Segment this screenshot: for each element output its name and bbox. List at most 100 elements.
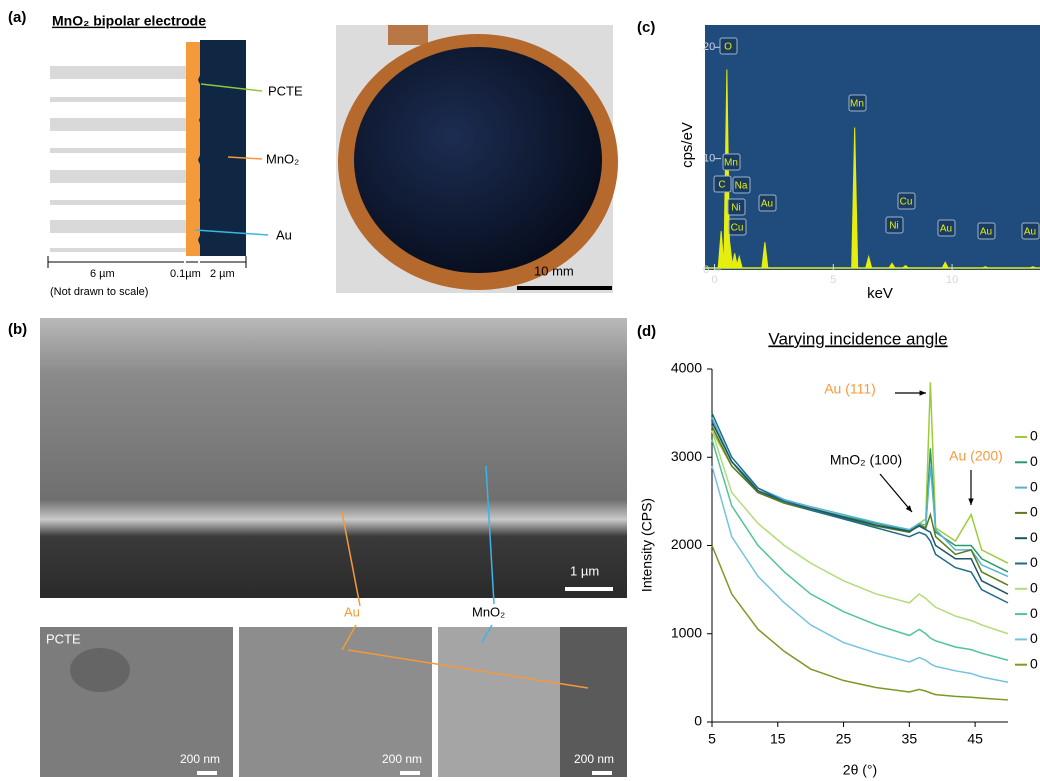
series-line [711,439,1009,661]
annotation: Au (111) [824,381,876,397]
peak-label: Cu [900,197,913,208]
series-line [711,545,1009,701]
sem-image [40,318,627,598]
panel-label: (a) [8,9,26,26]
peak-label-box [728,218,747,236]
scale-label: 200 nm [180,752,220,766]
peak [726,242,734,269]
callout: Au [276,227,292,242]
x-tick-label: 5 [708,731,716,747]
peak-label: Au [1024,227,1036,238]
series-line [711,421,1009,595]
legend-label: 0 [1030,655,1038,671]
legend-label: 0 [1030,504,1038,520]
peak [731,253,739,269]
photo [336,25,618,293]
x-tick-label: 0 [711,274,717,286]
panel-label: (b) [8,321,27,338]
legend-label: 0 [1030,428,1038,444]
peak [851,127,859,269]
peak-label-box [1021,222,1040,240]
x-tick-label: 25 [836,731,852,747]
peak-label: Au [940,224,952,235]
dimension: 2 µm [210,268,235,280]
y-tick-label: 1000 [671,624,702,640]
arrow-head [905,505,912,512]
inset-label: PCTE [46,631,81,646]
callout: PCTE [268,83,303,98]
scale-label: 200 nm [574,752,614,766]
peak [941,261,950,269]
peak [982,266,989,269]
arrow-head [968,498,974,505]
dimension: 6 µm [90,268,115,280]
peak-label: Cu [731,223,744,234]
peak-label: Au [761,199,773,210]
panel-label: (c) [637,19,655,36]
panel-b: (b) 1 µm Au MnO₂ PCTE 200 nm 200 nm 200 … [8,318,627,777]
x-axis-label: keV [867,285,893,302]
peak-label: O [724,42,732,53]
peak-label-box [732,176,751,194]
y-tick-label: 0 [694,713,702,729]
peak-label: Na [735,181,748,192]
peak-label: Au [980,227,992,238]
legend-label: 0 [1030,529,1038,545]
peak [865,254,873,269]
peak-label-box [713,175,732,193]
panel-a: (a) MnO₂ bipolar electrode PCTE MnO₂ Au … [8,9,618,298]
x-tick-label: 5 [830,274,836,286]
peak [1029,266,1037,269]
y-axis-label: Intensity (CPS) [639,498,655,592]
peak-label: Ni [889,221,898,232]
arrow-head [919,390,926,396]
chart-title: Varying incidence angle [768,329,947,348]
panel-title: MnO₂ bipolar electrode [52,13,206,29]
peak-label-box [722,153,741,171]
peak-label-box [885,216,904,234]
series-line [711,417,1009,578]
x-tick-label: 15 [770,731,786,747]
x-axis-label: 2θ (°) [843,762,877,778]
peak-label: Mn [850,99,864,110]
series-line [711,382,1009,564]
peak [717,230,725,269]
series-line [711,430,1009,635]
y-tick-label: 10 [703,153,715,165]
y-tick-label: 2000 [671,536,702,552]
peak [735,254,743,269]
y-tick-label: 3000 [671,448,702,464]
annotation-arrow [879,473,913,513]
scale-label: 200 nm [382,752,422,766]
callout: MnO₂ [266,151,299,166]
legend-label: 0 [1030,478,1038,494]
legend-label: 0 [1030,580,1038,596]
callout: MnO₂ [472,604,505,619]
peak-label-box [848,94,867,112]
peak-label-box [727,198,746,216]
peak [888,262,896,269]
legend-label: 0 [1030,605,1038,621]
series-line [711,412,1009,604]
peak [761,242,769,269]
legend-label: 0 [1030,554,1038,570]
legend-label: 0 [1030,453,1038,469]
callout: Au [344,604,360,619]
peak-label: Mn [724,158,738,169]
peak-label: C [718,180,725,191]
peak-label-box [897,192,916,210]
peak [901,264,910,269]
peak-label-box [758,194,777,212]
note: (Not drawn to scale) [50,286,148,298]
x-tick-label: 10 [946,274,958,286]
dimension: 0.1µm [170,268,201,280]
panel-label: (d) [637,323,656,340]
annotation: MnO₂ (100) [830,452,902,468]
peak-label-box [977,222,996,240]
y-axis-label: cps/eV [679,122,696,168]
peak-label: Ni [731,203,740,214]
peak-label-box [937,219,956,237]
annotation: Au (200) [949,448,1003,464]
scale-label: 10 mm [534,263,574,278]
